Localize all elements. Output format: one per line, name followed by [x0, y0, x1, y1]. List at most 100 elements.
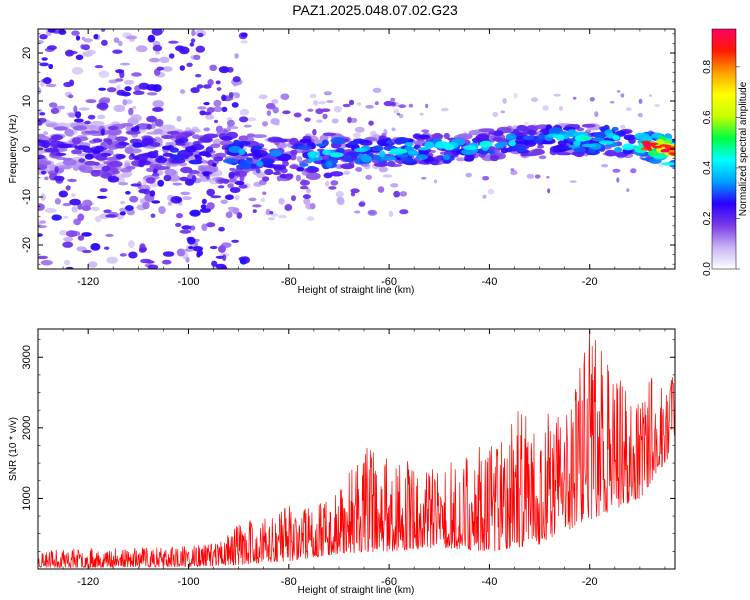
colorbar-tick-label: 0.0: [702, 262, 713, 276]
spectrogram-cell: [156, 66, 165, 71]
spectrogram-cell: [206, 202, 215, 210]
spectrogram-cell: [231, 239, 240, 243]
spectrogram-cell: [526, 173, 535, 179]
spectrogram-cell: [372, 87, 382, 93]
spectrogram-cell: [342, 103, 351, 108]
spectrogram-cell: [227, 183, 235, 189]
spectrogram-cell: [534, 174, 541, 179]
spectrogram-cell: [176, 115, 182, 122]
y-tick-label: 20: [21, 47, 33, 59]
spectrogram-cell: [306, 216, 315, 221]
colorbar-tick-label: 0.4: [702, 161, 713, 175]
spectrogram-cell: [261, 121, 269, 127]
spectrogram-cell: [206, 188, 215, 197]
spectrogram-cell: [63, 215, 69, 219]
y-tick-label: -20: [21, 237, 33, 253]
spectrogram-cell: [630, 168, 637, 174]
spectrogram-cell: [325, 161, 333, 168]
spectrogram-cell: [172, 182, 182, 186]
spectrogram-cell: [132, 90, 145, 95]
spectrogram-cell: [100, 141, 107, 147]
spectrogram-cell: [487, 188, 495, 195]
spectrogram-cell: [612, 168, 621, 173]
spectrogram-cell: [84, 153, 94, 160]
spectrogram-cell: [149, 190, 156, 197]
colorbar-gradient: [712, 29, 736, 269]
spectrogram-cell: [513, 136, 527, 141]
spectrogram-cell: [203, 84, 212, 89]
spectrogram-cell: [196, 252, 201, 258]
spectrogram-cell: [78, 158, 86, 163]
spectrogram-cell: [383, 100, 394, 107]
spectrogram-cell: [262, 176, 270, 182]
spectrogram-cell: [65, 49, 74, 57]
spectrogram-cell: [193, 54, 201, 61]
spectrogram-cell: [350, 188, 360, 194]
spectrogram-cell: [122, 99, 128, 106]
spectrogram-cell: [130, 153, 135, 157]
spectrogram-cell: [71, 137, 82, 145]
spectrogram-cell: [41, 57, 48, 61]
spectrogram-cell: [138, 247, 147, 253]
spectrogram-cell: [184, 178, 195, 186]
spectrogram-cell: [120, 200, 125, 205]
spectrogram-cell: [272, 171, 282, 175]
spectrogram-cell: [638, 98, 643, 104]
spectrogram-cell: [260, 197, 265, 203]
spectrogram-cell: [322, 113, 328, 120]
spectrogram-cell: [77, 235, 85, 241]
spectrogram-cell: [419, 112, 424, 116]
spectrogram-cell: [271, 213, 279, 217]
spectrogram-cell: [494, 142, 505, 149]
snr-x-axis-title: Height of straight line (km): [298, 585, 415, 596]
spectrogram-cell: [142, 201, 150, 210]
spectrogram-cell: [123, 79, 135, 85]
spectrogram-cell: [648, 94, 653, 97]
spectrogram-cell: [72, 164, 80, 171]
spectrogram-cell: [93, 34, 99, 40]
spectrogram-cell: [58, 29, 67, 35]
spectrogram-cell: [661, 162, 675, 166]
spectrogram-cell: [67, 178, 77, 183]
spectrogram-cell: [237, 140, 251, 146]
spectrogram-cell: [270, 118, 280, 125]
spectrogram-cell: [213, 156, 224, 162]
spectrogram-cell: [390, 183, 399, 188]
spectrogram-cell: [387, 160, 396, 167]
spectrogram-cell: [210, 143, 221, 148]
spectrogram-cell: [165, 142, 174, 146]
spectrogram-cell: [176, 213, 183, 219]
spectrogram-cell: [40, 193, 46, 201]
spectrogram-cell: [42, 77, 52, 85]
spectrogram-cell: [380, 156, 397, 161]
spectrogram-cell: [203, 127, 211, 132]
colorbar: 0.0 0.2 0.4 0.6 0.8 Normalized spectral ampl…: [702, 28, 749, 276]
spectrogram-cell: [271, 99, 279, 104]
spectrogram-cell: [302, 194, 311, 200]
spectrogram-cell: [347, 116, 352, 124]
spectrogram-cell: [516, 124, 528, 132]
spectrogram-cell: [251, 145, 263, 151]
x-tick-label: -120: [77, 276, 99, 288]
y-tick-label: -10: [21, 189, 33, 205]
spectrogram-cell: [322, 149, 331, 155]
spectrogram-cell: [304, 117, 311, 122]
spectrogram-cell: [161, 259, 172, 265]
spectrogram-x-ticks: -120 -100 -80 -60 -40 -20: [37, 29, 666, 288]
spectrogram-cell: [269, 211, 274, 215]
spectrogram-cell: [184, 248, 193, 252]
spectrogram-cell: [425, 103, 429, 109]
spectrogram-cell: [285, 173, 294, 178]
spectrogram-cell: [161, 145, 172, 150]
spectrogram-cell: [456, 157, 466, 162]
spectrogram-cell: [180, 191, 191, 196]
spectrogram-cell: [154, 119, 164, 127]
spectrogram-cell: [396, 112, 401, 116]
spectrogram-cell: [201, 223, 208, 232]
spectrogram-cell: [278, 214, 287, 219]
spectrogram-cell: [289, 164, 299, 169]
spectrogram-cell: [39, 62, 49, 67]
spectrogram-cell: [105, 214, 117, 218]
spectrogram-cell: [626, 188, 630, 192]
spectrogram-cell: [616, 90, 621, 93]
